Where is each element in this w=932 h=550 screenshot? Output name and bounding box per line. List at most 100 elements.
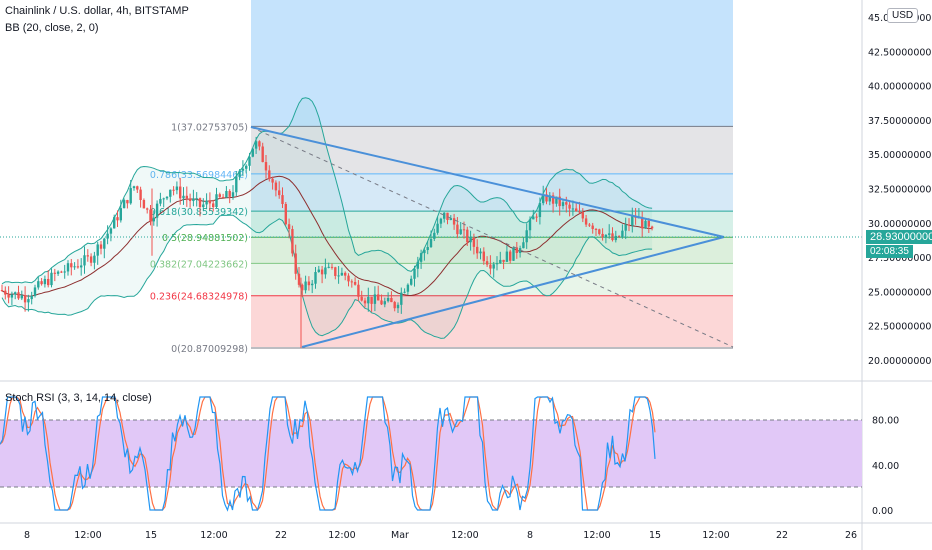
candle-body (578, 211, 581, 213)
candle-body (188, 198, 192, 202)
price-axis[interactable]: 45.0000000042.5000000040.0000000037.5000… (868, 13, 931, 367)
candle-body (462, 229, 466, 231)
candle-body (555, 196, 558, 204)
candle-body (502, 259, 505, 262)
fib-zone-green (251, 237, 733, 263)
candle-body (185, 195, 188, 199)
currency-button[interactable]: USD (887, 8, 919, 23)
symbol-title[interactable]: Chainlink / U.S. dollar, 4h, BITSTAMP (5, 5, 189, 17)
candle-body (476, 246, 479, 254)
candle-body (76, 266, 80, 268)
candle-body (396, 304, 400, 309)
candle-body (221, 196, 225, 198)
candle-body (231, 192, 235, 197)
candle-body (254, 141, 258, 149)
candle-body (4, 290, 7, 295)
trendline-upper[interactable] (250, 126, 725, 238)
candle-body (350, 281, 353, 283)
candle-body (390, 297, 393, 303)
candle-body (17, 292, 20, 299)
countdown-badge: 02:08:35 (866, 245, 913, 258)
fib-level-label: 0.382(27.04223662) (150, 259, 248, 270)
candle-body (113, 217, 116, 229)
time-tick-label: Mar (391, 530, 409, 541)
candle-body (281, 195, 284, 205)
stoch-indicator-label[interactable]: Stoch RSI (3, 3, 14, 14, close) (5, 392, 152, 404)
candle-body (581, 212, 584, 219)
candle-body (380, 300, 383, 305)
candle-body (192, 198, 195, 202)
candle-body (317, 269, 320, 273)
candle-body (621, 230, 624, 237)
bb-basis (1, 175, 653, 297)
candle-body (311, 283, 314, 286)
candle-body (320, 269, 324, 275)
time-tick-label: 12:00 (200, 530, 227, 541)
candle-body (466, 229, 469, 243)
candle-body (155, 203, 159, 218)
candle-body (561, 202, 565, 207)
time-tick-label: 12:00 (74, 530, 101, 541)
candle-body (278, 190, 281, 196)
candle-body (377, 294, 380, 301)
candle-body (363, 300, 367, 304)
candle-body (37, 281, 40, 288)
candle-body (334, 267, 337, 276)
candle-body (126, 200, 129, 204)
candle-body (96, 244, 99, 256)
candle-body (426, 247, 429, 251)
fib-level-label: 1(37.02753705) (171, 122, 248, 133)
candle-body (568, 204, 571, 209)
candle-body (416, 261, 419, 269)
candle-body (604, 234, 608, 238)
stoch-axis[interactable]: 80.00 40.00 0.00 (872, 416, 899, 517)
candle-body (83, 255, 86, 266)
bb-lower (1, 214, 653, 339)
candle-body (594, 228, 598, 230)
candle-body (205, 200, 208, 205)
candle-body (106, 233, 109, 239)
candle-body (499, 259, 502, 264)
fib-level-label: 0.618(30.85539342) (150, 207, 248, 218)
fib-level-label: 0.5(28.94881502) (162, 233, 248, 244)
candle-body (601, 233, 604, 238)
trendline-lower[interactable] (301, 236, 725, 348)
candle-body (258, 141, 261, 147)
candle-body (545, 194, 548, 202)
candle-body (631, 216, 634, 226)
candle-body (340, 272, 344, 276)
candle-body (307, 281, 311, 286)
candle-body (208, 200, 212, 204)
time-tick-label: 12:00 (702, 530, 729, 541)
candle-body (370, 296, 373, 304)
candle-body (495, 263, 499, 265)
time-tick-label: 22 (776, 530, 788, 541)
candle-body (7, 294, 10, 298)
candle-body (525, 230, 528, 243)
candle-body (152, 217, 155, 222)
stoch-tick-label: 40.00 (872, 461, 899, 472)
time-axis[interactable]: 8 12:00 15 12:00 22 12:00 Mar 12:00 8 12:00 15 12:0… (24, 530, 857, 541)
candle-body (89, 256, 93, 263)
bb-fill (2, 97, 653, 339)
candle-body (182, 195, 185, 199)
candle-body (30, 295, 33, 300)
candle-body (248, 156, 251, 166)
candle-body (179, 186, 182, 199)
candle-body (614, 235, 617, 241)
candle-body (122, 200, 126, 209)
candle-body (479, 251, 482, 254)
candle-body (641, 217, 644, 229)
candle-body (324, 267, 327, 275)
candle-body (548, 195, 551, 202)
candle-body (433, 232, 436, 239)
candle-body (268, 170, 271, 179)
price-tick-label: 32.50000000 (868, 185, 931, 196)
stoch-tick-label: 80.00 (872, 416, 899, 427)
candle-body (403, 291, 406, 293)
candle-body (116, 217, 119, 221)
bb-indicator-label[interactable]: BB (20, close, 2, 0) (5, 22, 99, 34)
candle-body (33, 287, 37, 296)
candle-body (446, 212, 449, 220)
